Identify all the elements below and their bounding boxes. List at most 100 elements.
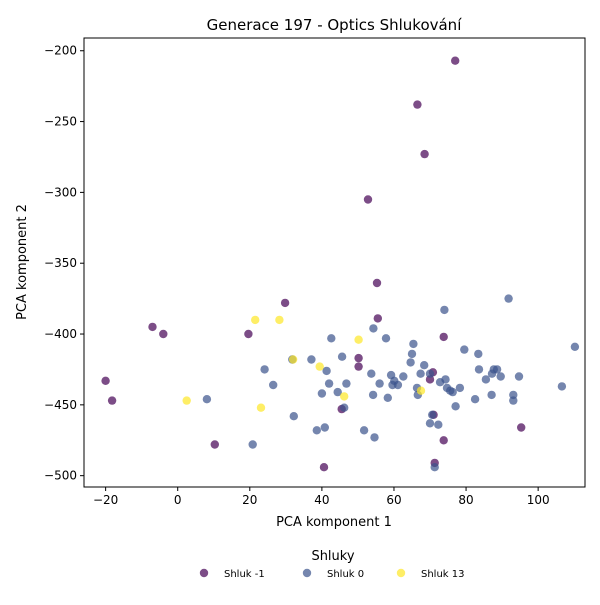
- data-point: [487, 369, 497, 378]
- legend-marker: [199, 568, 209, 578]
- data-point: [420, 361, 429, 370]
- data-point: [406, 358, 415, 367]
- data-point: [393, 380, 403, 390]
- x-tick-label: 20: [242, 493, 257, 507]
- data-point: [368, 390, 378, 400]
- x-tick-label: −20: [93, 493, 118, 507]
- data-point: [337, 352, 347, 361]
- y-tick-label: −200: [44, 44, 77, 58]
- chart-title: Generace 197 - Optics Shlukování: [207, 16, 463, 34]
- legend-label: Shluk -1: [224, 569, 265, 580]
- data-point: [359, 426, 369, 435]
- legend-marker: [396, 568, 406, 578]
- data-point: [327, 334, 336, 343]
- data-point: [269, 380, 278, 390]
- data-point: [481, 375, 491, 384]
- data-point: [504, 294, 513, 303]
- data-point: [474, 365, 484, 374]
- data-point: [312, 426, 321, 435]
- data-point: [182, 396, 191, 405]
- legend-entry: Shluk 13: [396, 568, 465, 580]
- y-tick-label: −500: [44, 469, 77, 483]
- data-point: [409, 339, 418, 349]
- y-tick-label: −400: [44, 327, 77, 341]
- data-point: [342, 379, 351, 388]
- data-point: [413, 100, 422, 109]
- data-point: [434, 420, 443, 429]
- legend-label: Shluk 0: [327, 569, 364, 580]
- data-point: [370, 433, 379, 442]
- data-point: [280, 298, 290, 308]
- data-point: [460, 345, 469, 354]
- data-point: [420, 149, 429, 159]
- y-tick-label: −300: [44, 185, 77, 199]
- data-point: [319, 463, 329, 472]
- data-point: [487, 390, 496, 400]
- data-point: [440, 305, 449, 315]
- series-group: [202, 294, 580, 472]
- data-point: [354, 335, 363, 344]
- legend-label: Shluk 13: [421, 569, 465, 580]
- data-point: [369, 324, 378, 333]
- data-point: [439, 332, 448, 342]
- data-point: [248, 440, 257, 449]
- data-point: [354, 353, 363, 363]
- data-point: [256, 403, 266, 412]
- x-tick-label: 60: [386, 493, 401, 507]
- data-point: [425, 419, 435, 428]
- data-point: [509, 396, 518, 405]
- y-tick-label: −450: [44, 398, 77, 412]
- data-point: [244, 329, 253, 339]
- points-layer: [101, 56, 580, 472]
- series-group: [182, 315, 426, 412]
- x-tick-label: 0: [174, 493, 182, 507]
- data-point: [416, 386, 426, 395]
- data-point: [439, 436, 448, 445]
- data-point: [474, 349, 483, 359]
- data-point: [363, 195, 373, 204]
- data-point: [375, 379, 384, 388]
- data-point: [448, 387, 457, 397]
- data-point: [372, 278, 382, 288]
- data-point: [107, 396, 117, 405]
- data-point: [425, 369, 435, 378]
- legend-title: Shluky: [311, 549, 354, 564]
- data-point: [496, 372, 505, 381]
- data-point: [407, 349, 417, 359]
- x-axis-title: PCA komponent 1: [276, 515, 392, 530]
- data-point: [383, 393, 392, 402]
- data-point: [381, 334, 391, 343]
- data-point: [367, 369, 376, 378]
- data-point: [570, 342, 580, 351]
- data-point: [251, 315, 260, 325]
- data-point: [210, 440, 219, 449]
- data-point: [451, 56, 460, 65]
- data-point: [340, 392, 349, 401]
- data-point: [324, 379, 334, 388]
- data-point: [315, 362, 324, 371]
- data-point: [428, 410, 437, 419]
- y-axis: −200 −250 −300 −350 −400 −450 −500: [44, 44, 84, 483]
- data-point: [470, 395, 480, 404]
- data-point: [289, 412, 298, 421]
- data-point: [399, 372, 408, 381]
- data-point: [101, 376, 110, 385]
- data-point: [430, 463, 439, 472]
- y-axis-title: PCA komponent 2: [15, 204, 30, 320]
- data-point: [307, 355, 316, 364]
- data-point: [514, 372, 524, 381]
- data-point: [202, 395, 212, 404]
- data-point: [275, 315, 284, 325]
- x-axis: −20 0 20 40 60 80 100: [93, 487, 550, 507]
- y-tick-label: −350: [44, 256, 77, 270]
- x-tick-label: 80: [458, 493, 473, 507]
- data-point: [517, 423, 526, 432]
- legend-entry: Shluk 0: [302, 568, 364, 580]
- data-point: [455, 383, 465, 393]
- legend-entry: Shluk -1: [199, 568, 265, 580]
- data-point: [373, 314, 382, 323]
- data-point: [354, 362, 363, 371]
